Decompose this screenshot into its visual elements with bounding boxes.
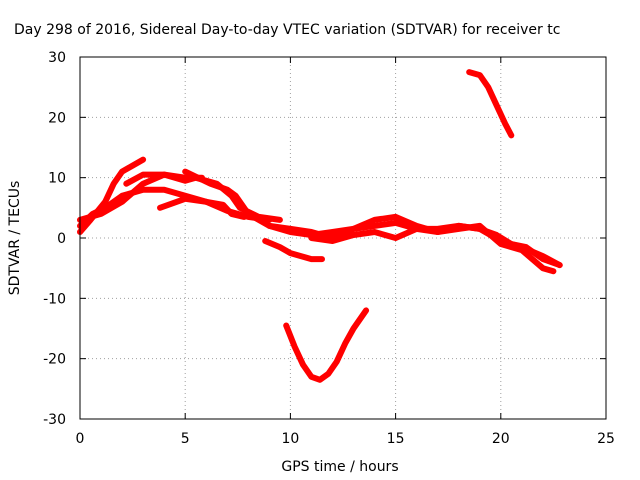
series-track-k xyxy=(466,69,515,139)
x-tick-label: 25 xyxy=(597,431,615,447)
x-tick-label: 20 xyxy=(492,431,510,447)
x-tick-label: 0 xyxy=(76,431,85,447)
chart-title: Day 298 of 2016, Sidereal Day-to-day VTE… xyxy=(14,22,560,38)
series-track-d xyxy=(77,171,205,223)
series-track-i xyxy=(262,238,325,263)
y-tick-label: -10 xyxy=(43,291,66,307)
y-axis-label: SDTVAR / TECUs xyxy=(7,181,23,296)
y-tick-label: -20 xyxy=(43,352,66,368)
x-tick-label: 15 xyxy=(387,431,405,447)
series-track-e xyxy=(157,195,248,220)
x-tick-label: 5 xyxy=(181,431,190,447)
x-axis-label: GPS time / hours xyxy=(281,459,398,475)
y-tick-label: 30 xyxy=(48,50,66,66)
series-track-j xyxy=(283,307,370,383)
series-track-h xyxy=(308,222,557,275)
y-tick-label: 0 xyxy=(57,231,66,247)
y-tick-label: 10 xyxy=(48,171,66,187)
data-series xyxy=(77,69,563,383)
y-tick-label: -30 xyxy=(43,412,66,428)
x-tick-label: 10 xyxy=(281,431,299,447)
axis-ticks: 0 5 10 15 20 25 -30 -20 -10 0 10 20 30 xyxy=(43,50,615,447)
y-tick-label: 20 xyxy=(48,110,66,126)
